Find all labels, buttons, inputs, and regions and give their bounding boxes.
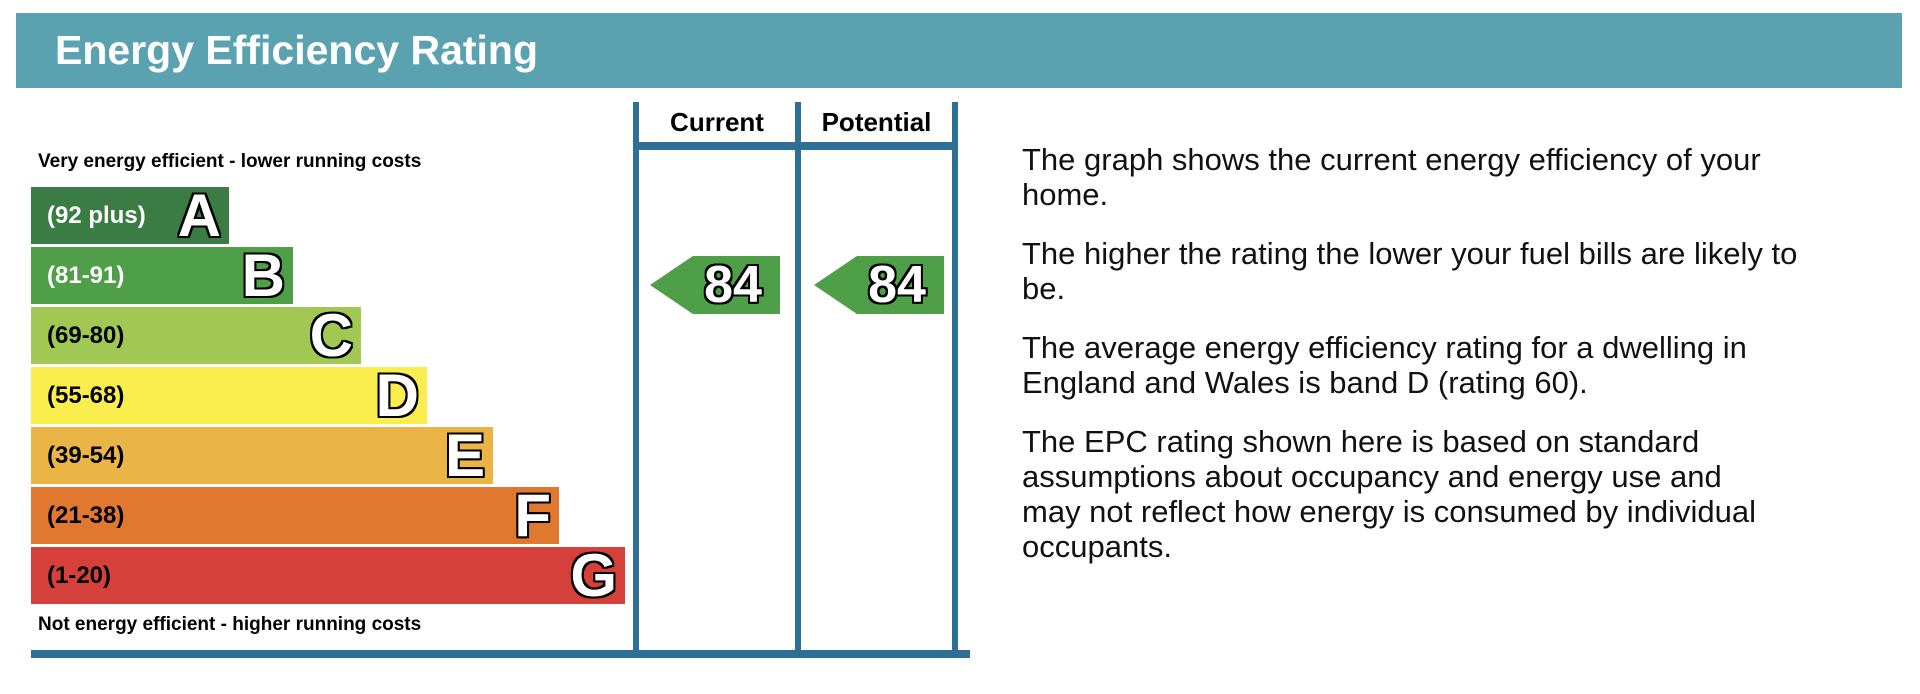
table-border-right [952, 102, 958, 650]
description-paragraph-3: The average energy efficiency rating for… [1022, 330, 1747, 400]
top-axis-label: Very energy efficient - lower running co… [38, 151, 422, 172]
band-range-label: (69-80) [47, 321, 125, 349]
band-row-d: (55-68) D [31, 362, 427, 429]
current-column-header: Current [670, 107, 764, 137]
potential-column-header: Potential [821, 107, 932, 137]
band-letter: C [309, 302, 353, 369]
band-row-f: (21-38) F [31, 482, 559, 549]
band-row-b: (81-91) B [31, 242, 293, 309]
band-range-label: (39-54) [47, 441, 125, 469]
band-range-label: (21-38) [47, 501, 125, 529]
band-range-label: (81-91) [47, 261, 125, 289]
band-letter: E [444, 422, 485, 489]
description-text: The graph shows the current energy effic… [1022, 142, 1912, 588]
band-range-label: (92 plus) [47, 201, 146, 229]
band-letter: D [375, 362, 419, 429]
band-range-label: (55-68) [47, 381, 125, 409]
header-bar: Energy Efficiency Rating [16, 13, 1902, 88]
chart-bottom-border [31, 650, 970, 658]
band-letter: F [514, 482, 551, 549]
table-header-underline [633, 142, 958, 150]
band-row-a: (92 plus) A [31, 182, 229, 249]
description-paragraph-1: The graph shows the current energy effic… [1022, 142, 1761, 212]
band-row-g: (1-20) G [31, 542, 625, 609]
band-letter: G [570, 542, 617, 609]
band-range-label: (1-20) [47, 561, 112, 589]
rating-bands: (92 plus) A (81-91) B (69-80) C (55-68) … [31, 182, 625, 609]
current-rating-arrow: 84 [650, 256, 780, 314]
band-row-e: (39-54) E [31, 422, 493, 489]
description-paragraph-4: The EPC rating shown here is based on st… [1022, 424, 1757, 564]
description-paragraph-2: The higher the rating the lower your fue… [1022, 236, 1798, 306]
band-row-c: (69-80) C [31, 302, 361, 369]
table-border-left [633, 102, 639, 650]
potential-rating-value: 84 [868, 256, 926, 314]
table-border-middle [795, 102, 801, 650]
potential-rating-arrow: 84 [814, 256, 944, 314]
band-letter: A [177, 182, 221, 249]
band-letter: B [241, 242, 285, 309]
page-title: Energy Efficiency Rating [55, 27, 539, 73]
current-rating-value: 84 [704, 256, 762, 314]
bottom-axis-label: Not energy efficient - higher running co… [38, 614, 422, 635]
